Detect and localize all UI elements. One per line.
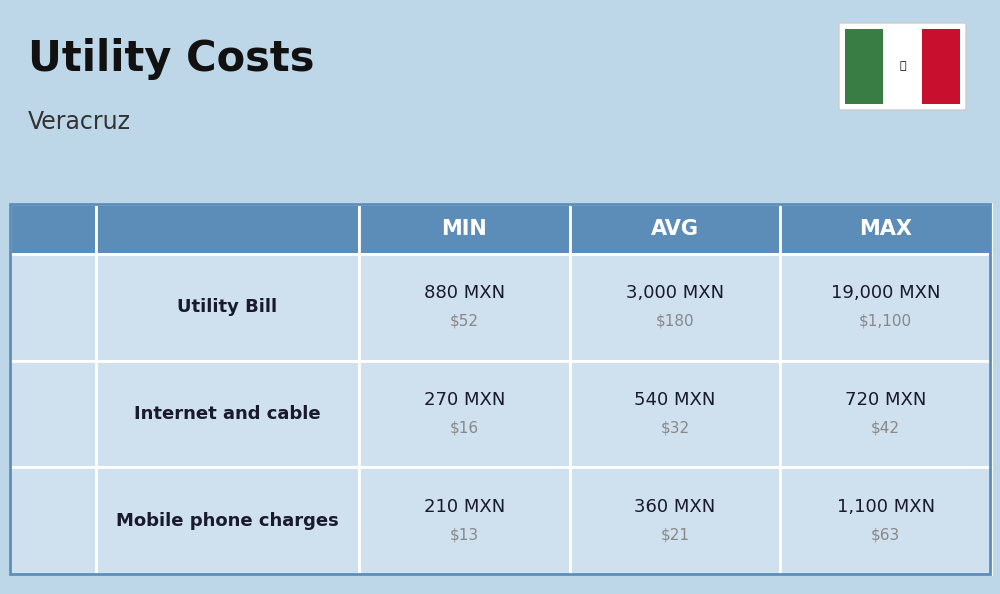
Text: 540 MXN: 540 MXN: [634, 391, 716, 409]
Bar: [570, 361, 780, 467]
Bar: [570, 204, 780, 254]
Text: 3,000 MXN: 3,000 MXN: [626, 285, 724, 302]
Text: 720 MXN: 720 MXN: [845, 391, 926, 409]
Bar: [96, 361, 359, 467]
Bar: [780, 361, 991, 467]
Text: $180: $180: [656, 314, 694, 328]
Bar: [96, 254, 359, 361]
Text: $52: $52: [450, 314, 479, 328]
Bar: [10, 467, 96, 574]
Bar: [780, 467, 991, 574]
Bar: [359, 204, 570, 254]
Text: $21: $21: [660, 527, 689, 542]
FancyBboxPatch shape: [839, 23, 966, 110]
Text: MIN: MIN: [441, 219, 487, 239]
Text: 🦅: 🦅: [899, 62, 906, 71]
Text: $42: $42: [871, 421, 900, 435]
Text: 210 MXN: 210 MXN: [424, 498, 505, 516]
Text: $13: $13: [450, 527, 479, 542]
Bar: [780, 204, 991, 254]
Text: Internet and cable: Internet and cable: [134, 405, 321, 423]
Text: Mobile phone charges: Mobile phone charges: [116, 511, 339, 530]
Bar: [359, 254, 570, 361]
Bar: [10, 204, 990, 574]
Bar: [570, 254, 780, 361]
Bar: [845, 29, 883, 104]
Text: Veracruz: Veracruz: [28, 110, 131, 134]
Text: $63: $63: [871, 527, 900, 542]
Text: MAX: MAX: [859, 219, 912, 239]
Bar: [922, 29, 960, 104]
Text: AVG: AVG: [651, 219, 699, 239]
Bar: [10, 204, 96, 254]
Text: 880 MXN: 880 MXN: [424, 285, 505, 302]
Text: $16: $16: [450, 421, 479, 435]
Text: Utility Bill: Utility Bill: [177, 298, 278, 317]
Bar: [883, 29, 922, 104]
Text: 19,000 MXN: 19,000 MXN: [831, 285, 940, 302]
Bar: [10, 254, 96, 361]
Bar: [359, 361, 570, 467]
Text: Utility Costs: Utility Costs: [28, 38, 314, 80]
Text: 360 MXN: 360 MXN: [634, 498, 716, 516]
Bar: [96, 204, 359, 254]
Bar: [359, 467, 570, 574]
Text: $32: $32: [660, 421, 689, 435]
Text: 270 MXN: 270 MXN: [424, 391, 505, 409]
Text: $1,100: $1,100: [859, 314, 912, 328]
Bar: [780, 254, 991, 361]
Bar: [570, 467, 780, 574]
Bar: [96, 467, 359, 574]
Text: 1,100 MXN: 1,100 MXN: [837, 498, 935, 516]
Bar: [10, 361, 96, 467]
